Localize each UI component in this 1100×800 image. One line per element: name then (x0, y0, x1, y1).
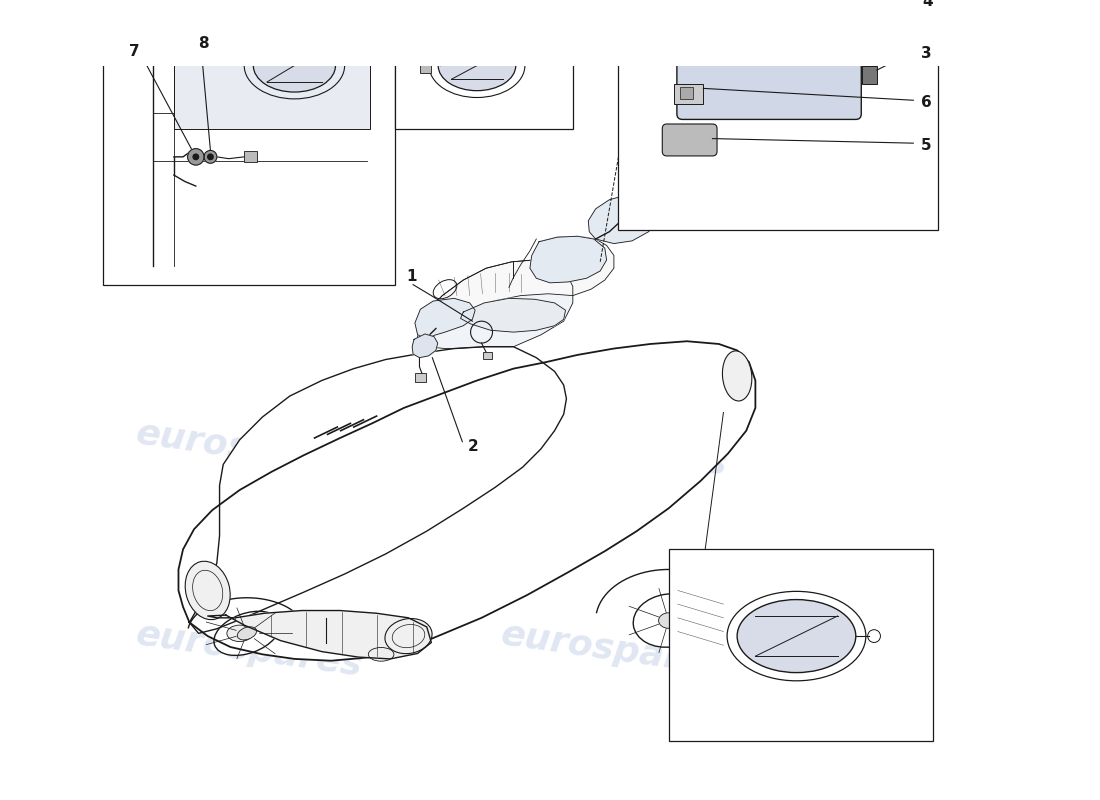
Text: 2: 2 (468, 438, 478, 454)
Text: eurospares: eurospares (133, 617, 364, 682)
Text: 7: 7 (130, 44, 140, 59)
Text: 3: 3 (921, 46, 932, 61)
Circle shape (188, 149, 204, 165)
Bar (415, 373, 426, 382)
Circle shape (208, 154, 213, 159)
Polygon shape (412, 334, 438, 358)
Ellipse shape (659, 613, 679, 628)
Circle shape (194, 154, 199, 159)
Bar (669, 550, 934, 741)
Bar (395, 0, 573, 130)
Polygon shape (530, 236, 606, 283)
Ellipse shape (213, 611, 280, 655)
Text: eurospares: eurospares (498, 617, 729, 682)
Bar (796, 0, 807, 8)
Text: 4: 4 (923, 0, 933, 9)
Text: 6: 6 (921, 94, 932, 110)
Text: 5: 5 (921, 138, 932, 154)
Text: eurospares: eurospares (133, 416, 364, 482)
Text: 8: 8 (198, 36, 208, 51)
Bar (674, 84, 703, 104)
Polygon shape (418, 260, 573, 349)
Polygon shape (178, 342, 756, 661)
Bar (664, 46, 675, 63)
Bar (618, 0, 938, 230)
Ellipse shape (723, 351, 751, 401)
Ellipse shape (737, 599, 856, 673)
Bar (680, 86, 693, 99)
Ellipse shape (438, 41, 516, 90)
Bar (420, 64, 431, 73)
Polygon shape (418, 236, 614, 339)
Text: 1: 1 (407, 269, 417, 284)
Ellipse shape (634, 594, 704, 647)
Bar (244, 151, 257, 162)
Bar (483, 352, 493, 359)
Ellipse shape (385, 618, 432, 654)
Text: eurospares: eurospares (498, 416, 729, 482)
Bar (102, 0, 395, 285)
Ellipse shape (253, 39, 336, 92)
Polygon shape (461, 298, 565, 332)
FancyBboxPatch shape (676, 49, 861, 119)
Polygon shape (415, 298, 475, 338)
Bar (174, 0, 371, 130)
Ellipse shape (368, 647, 394, 661)
Ellipse shape (185, 562, 230, 620)
Circle shape (204, 150, 217, 163)
Polygon shape (208, 610, 431, 659)
Ellipse shape (238, 627, 256, 640)
Ellipse shape (227, 625, 252, 642)
FancyBboxPatch shape (662, 124, 717, 156)
Bar (862, 66, 877, 84)
Polygon shape (588, 195, 658, 243)
Polygon shape (189, 346, 566, 634)
